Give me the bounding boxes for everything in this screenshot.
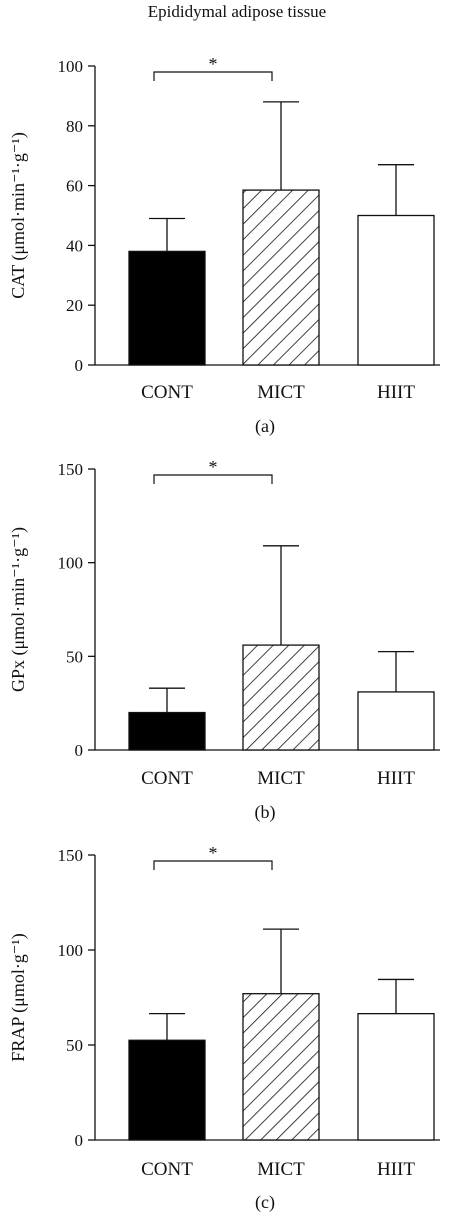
y-tick-label: 100 (58, 554, 84, 573)
panel-label: (c) (255, 1192, 275, 1213)
bar-mict (242, 189, 320, 366)
y-tick-label: 20 (66, 296, 83, 315)
significance-star: * (209, 843, 218, 863)
bar-mict (242, 993, 320, 1141)
panel-label: (b) (255, 802, 276, 823)
x-category-label: MICT (257, 768, 305, 789)
significance-star: * (209, 457, 218, 477)
x-category-label: MICT (257, 382, 305, 403)
significance-star: * (209, 54, 218, 74)
x-category-label: HIIT (377, 1159, 415, 1180)
y-tick-label: 80 (66, 117, 83, 136)
y-axis-label: CAT (μmol·min⁻¹·g⁻¹) (8, 132, 29, 299)
y-tick-label: 0 (75, 741, 84, 760)
y-tick-label: 50 (66, 1036, 83, 1055)
bar-hiit (357, 691, 435, 751)
figure-title: Epididymal adipose tissue (147, 2, 327, 21)
bar-hiit (357, 1013, 435, 1141)
panel-label: (a) (255, 416, 275, 437)
significance-bracket (153, 860, 273, 870)
x-category-label: HIIT (377, 768, 415, 789)
y-tick-label: 150 (58, 846, 84, 865)
bar-cont (128, 250, 206, 366)
significance-bracket (153, 474, 273, 484)
x-category-label: HIIT (377, 382, 415, 403)
y-tick-label: 0 (75, 1131, 84, 1150)
bar-hiit (357, 214, 435, 366)
bar-cont (128, 1039, 206, 1141)
bar-mict (242, 644, 320, 751)
bar-cont (128, 711, 206, 751)
x-category-label: MICT (257, 1159, 305, 1180)
y-tick-label: 150 (58, 460, 84, 479)
y-tick-label: 40 (66, 236, 83, 255)
y-tick-label: 0 (75, 356, 84, 375)
significance-bracket (153, 71, 273, 81)
y-tick-label: 50 (66, 647, 83, 666)
y-tick-label: 100 (58, 57, 84, 76)
y-axis-label: GPx (μmol·min⁻¹·g⁻¹) (8, 527, 29, 692)
x-category-label: CONT (141, 382, 193, 403)
y-tick-label: 100 (58, 941, 84, 960)
x-category-label: CONT (141, 1159, 193, 1180)
y-axis-label: FRAP (μmol·g⁻¹) (8, 933, 29, 1061)
x-category-label: CONT (141, 768, 193, 789)
y-tick-label: 60 (66, 177, 83, 196)
